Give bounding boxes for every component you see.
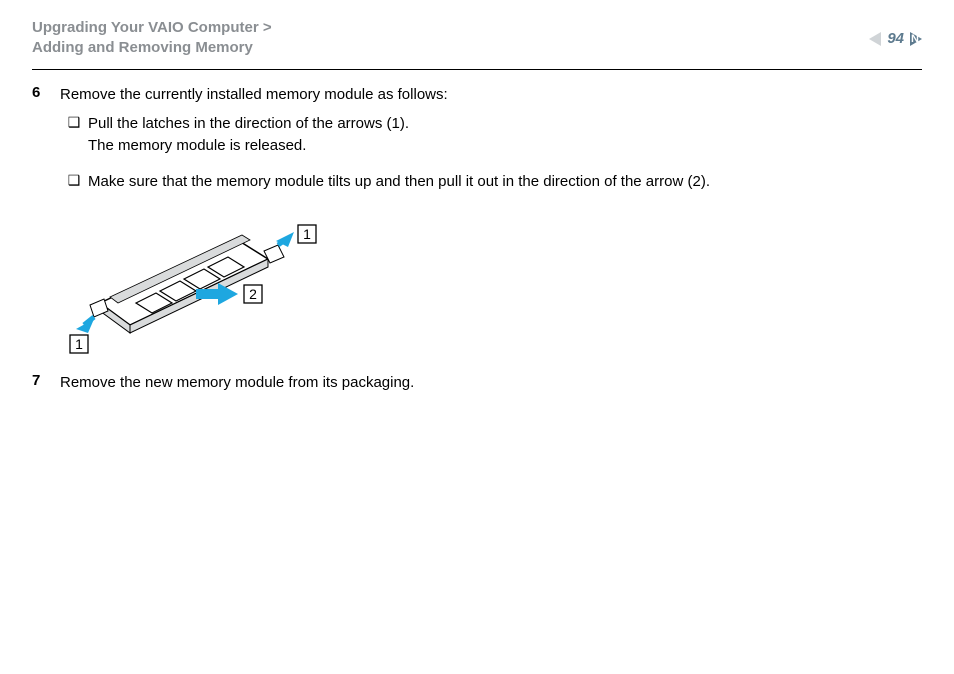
label-1-text: 1 — [303, 226, 311, 242]
memory-module-diagram: 1 1 2 — [32, 207, 922, 362]
step-6: 6 Remove the currently installed memory … — [32, 84, 922, 106]
nav-next-letter: N — [911, 33, 919, 45]
label-1-text-b: 1 — [75, 336, 83, 352]
label-2-text: 2 — [249, 286, 257, 302]
breadcrumb: Upgrading Your VAIO Computer > Adding an… — [32, 18, 272, 59]
step-number: 6 — [32, 84, 60, 101]
bullet-text: Make sure that the memory module tilts u… — [88, 171, 710, 193]
bullet-line: The memory module is released. — [88, 135, 409, 157]
page-navigation: 94 N — [869, 18, 922, 47]
bullet-icon: ❑ — [60, 113, 88, 133]
label-1-top: 1 — [298, 225, 316, 243]
step-6-bullets: ❑ Pull the latches in the direction of t… — [32, 113, 922, 192]
breadcrumb-line-1: Upgrading Your VAIO Computer > — [32, 18, 272, 38]
arrow-1-top — [276, 232, 294, 247]
step-number: 7 — [32, 372, 60, 389]
page-number: 94 — [887, 30, 904, 47]
header-divider — [32, 69, 922, 70]
step-7: 7 Remove the new memory module from its … — [32, 372, 922, 394]
bullet-item: ❑ Pull the latches in the direction of t… — [60, 113, 922, 157]
bullet-item: ❑ Make sure that the memory module tilts… — [60, 171, 922, 193]
bullet-text: Pull the latches in the direction of the… — [88, 113, 409, 157]
breadcrumb-line-2: Adding and Removing Memory — [32, 38, 272, 58]
diagram-svg: 1 1 2 — [60, 207, 320, 357]
label-1-bottom: 1 — [70, 335, 88, 353]
bullet-line: Pull the latches in the direction of the… — [88, 113, 409, 135]
step-text: Remove the new memory module from its pa… — [60, 372, 414, 394]
step-text: Remove the currently installed memory mo… — [60, 84, 448, 106]
nav-next-icon[interactable]: N — [910, 32, 922, 46]
memory-module-shape — [90, 235, 284, 333]
content-area: 6 Remove the currently installed memory … — [0, 84, 954, 394]
arrow-1-bottom — [76, 317, 94, 333]
bullet-icon: ❑ — [60, 171, 88, 191]
bullet-line: Make sure that the memory module tilts u… — [88, 171, 710, 193]
nav-prev-icon[interactable] — [869, 32, 881, 46]
label-2: 2 — [244, 285, 262, 303]
page-header: Upgrading Your VAIO Computer > Adding an… — [0, 0, 954, 69]
